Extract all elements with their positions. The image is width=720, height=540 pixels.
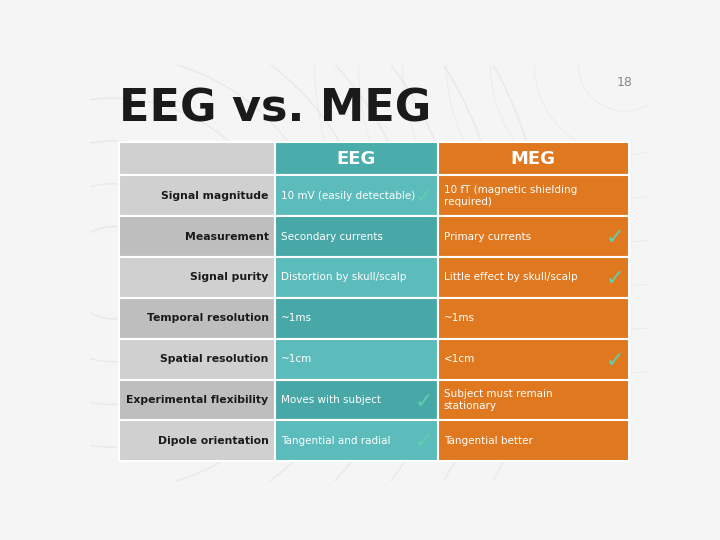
Text: Secondary currents: Secondary currents [281,232,383,241]
FancyBboxPatch shape [120,142,275,176]
Text: Tangential and radial: Tangential and radial [281,436,390,446]
Text: Temporal resolution: Temporal resolution [147,313,269,323]
Text: 10 mV (easily detectable): 10 mV (easily detectable) [281,191,415,201]
Text: ~1ms: ~1ms [281,313,312,323]
FancyBboxPatch shape [120,380,275,421]
FancyBboxPatch shape [438,421,629,461]
FancyBboxPatch shape [120,339,275,380]
Text: 18: 18 [616,76,632,89]
FancyBboxPatch shape [275,176,438,216]
Text: ✓: ✓ [415,187,433,207]
FancyBboxPatch shape [438,257,629,298]
FancyBboxPatch shape [438,298,629,339]
Text: ~1ms: ~1ms [444,313,475,323]
FancyBboxPatch shape [120,298,275,339]
Text: Tangential better: Tangential better [444,436,533,446]
FancyBboxPatch shape [438,176,629,216]
Text: 10 fT (magnetic shielding
required): 10 fT (magnetic shielding required) [444,185,577,207]
Text: Signal purity: Signal purity [190,273,269,282]
FancyBboxPatch shape [275,339,438,380]
Text: ✓: ✓ [606,269,624,289]
FancyBboxPatch shape [120,176,275,216]
FancyBboxPatch shape [438,380,629,421]
Text: ✓: ✓ [415,392,433,411]
FancyBboxPatch shape [120,216,275,257]
Text: ✓: ✓ [606,228,624,248]
Text: Primary currents: Primary currents [444,232,531,241]
FancyBboxPatch shape [275,421,438,461]
Text: Distortion by skull/scalp: Distortion by skull/scalp [281,273,406,282]
FancyBboxPatch shape [438,339,629,380]
FancyBboxPatch shape [120,257,275,298]
FancyBboxPatch shape [438,142,629,176]
FancyBboxPatch shape [275,380,438,421]
FancyBboxPatch shape [438,216,629,257]
Text: Moves with subject: Moves with subject [281,395,381,405]
Text: Measurement: Measurement [184,232,269,241]
FancyBboxPatch shape [120,421,275,461]
FancyBboxPatch shape [275,257,438,298]
Text: Signal magnitude: Signal magnitude [161,191,269,201]
Text: <1cm: <1cm [444,354,475,364]
FancyBboxPatch shape [275,298,438,339]
Text: Little effect by skull/scalp: Little effect by skull/scalp [444,273,577,282]
Text: Dipole orientation: Dipole orientation [158,436,269,446]
Text: Spatial resolution: Spatial resolution [160,354,269,364]
Text: ✓: ✓ [606,351,624,371]
Text: EEG vs. MEG: EEG vs. MEG [120,88,432,131]
Text: ~1cm: ~1cm [281,354,312,364]
FancyBboxPatch shape [275,142,438,176]
Text: Subject must remain
stationary: Subject must remain stationary [444,389,552,411]
Text: EEG: EEG [336,150,376,167]
Text: ✓: ✓ [415,433,433,453]
Text: MEG: MEG [510,150,556,167]
Text: Experimental flexibility: Experimental flexibility [127,395,269,405]
FancyBboxPatch shape [275,216,438,257]
